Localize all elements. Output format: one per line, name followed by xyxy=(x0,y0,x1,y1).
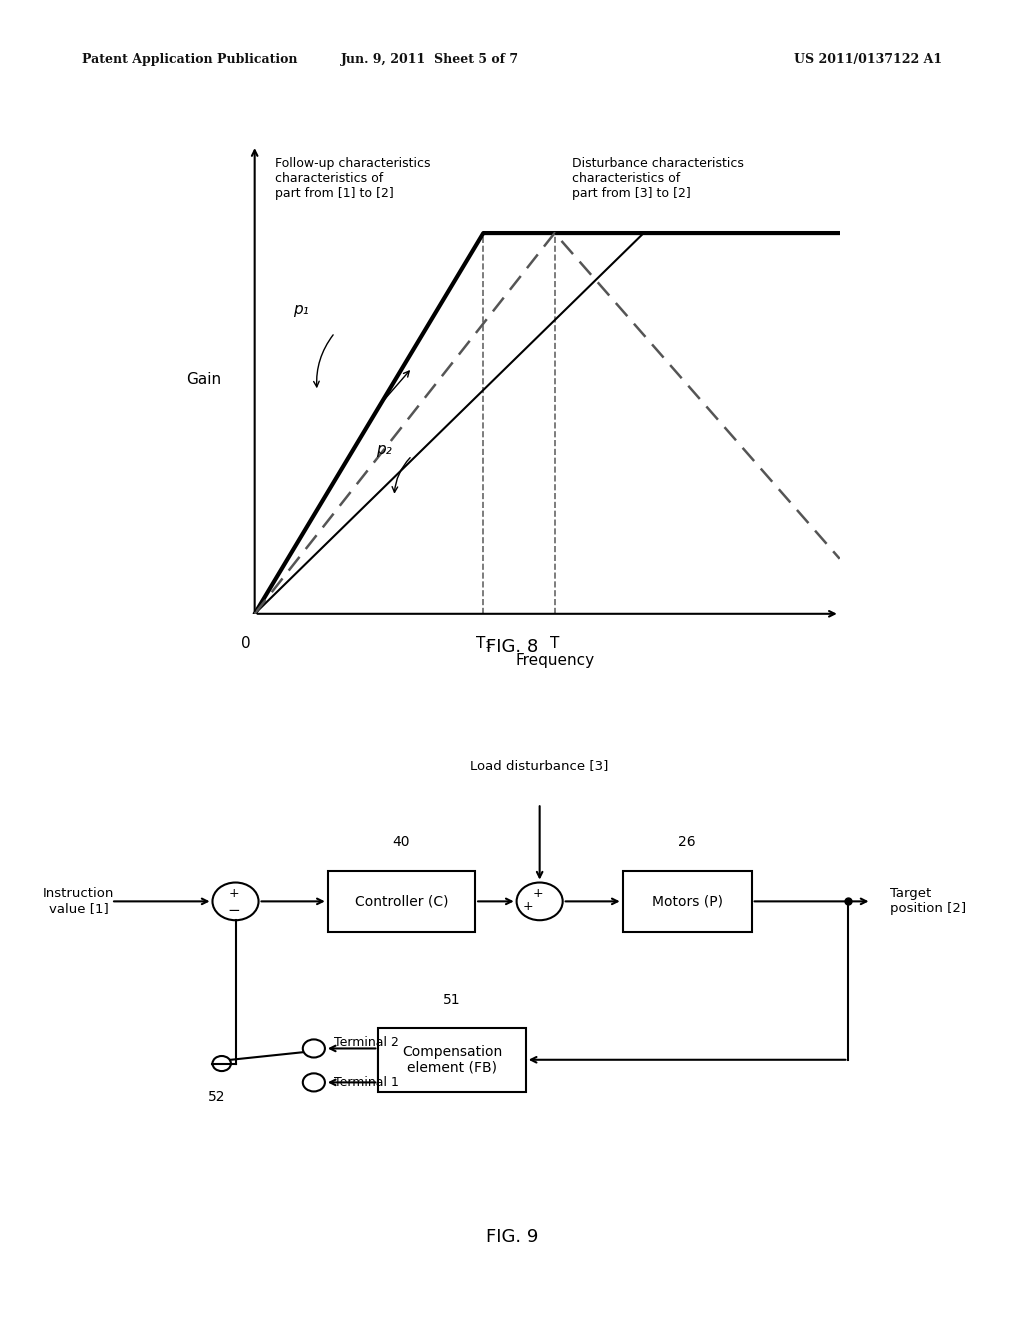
Text: 26: 26 xyxy=(678,834,696,849)
Text: Disturbance characteristics
characteristics of
part from [3] to [2]: Disturbance characteristics characterist… xyxy=(572,157,744,199)
Text: Terminal 1: Terminal 1 xyxy=(334,1076,399,1089)
FancyBboxPatch shape xyxy=(623,871,752,932)
Text: T₁: T₁ xyxy=(475,636,492,651)
Text: Patent Application Publication: Patent Application Publication xyxy=(82,53,297,66)
Text: 40: 40 xyxy=(392,834,411,849)
Text: US 2011/0137122 A1: US 2011/0137122 A1 xyxy=(794,53,942,66)
Text: Controller (C): Controller (C) xyxy=(354,895,449,908)
Text: Follow-up characteristics
characteristics of
part from [1] to [2]: Follow-up characteristics characteristic… xyxy=(275,157,431,199)
Text: T: T xyxy=(550,636,559,651)
Text: −: − xyxy=(227,903,240,917)
Text: 51: 51 xyxy=(443,993,461,1007)
Text: +: + xyxy=(522,900,532,913)
Text: Compensation
element (FB): Compensation element (FB) xyxy=(402,1044,502,1074)
Text: Terminal 2: Terminal 2 xyxy=(334,1036,399,1049)
Text: Motors (P): Motors (P) xyxy=(651,895,723,908)
Text: FIG. 9: FIG. 9 xyxy=(485,1228,539,1246)
Text: Load disturbance [3]: Load disturbance [3] xyxy=(470,759,609,772)
Text: p₂: p₂ xyxy=(377,442,392,457)
Text: Instruction
value [1]: Instruction value [1] xyxy=(43,887,115,915)
FancyBboxPatch shape xyxy=(328,871,475,932)
Text: Frequency: Frequency xyxy=(515,653,594,668)
Text: 52: 52 xyxy=(208,1090,226,1105)
Text: FIG. 8: FIG. 8 xyxy=(485,638,539,656)
Text: p₁: p₁ xyxy=(293,302,309,317)
Text: Jun. 9, 2011  Sheet 5 of 7: Jun. 9, 2011 Sheet 5 of 7 xyxy=(341,53,519,66)
Text: Gain: Gain xyxy=(186,372,222,387)
Text: +: + xyxy=(532,887,543,900)
FancyBboxPatch shape xyxy=(379,1028,526,1092)
Text: Target
position [2]: Target position [2] xyxy=(890,887,966,915)
Text: 0: 0 xyxy=(241,636,251,651)
Text: +: + xyxy=(228,887,239,900)
